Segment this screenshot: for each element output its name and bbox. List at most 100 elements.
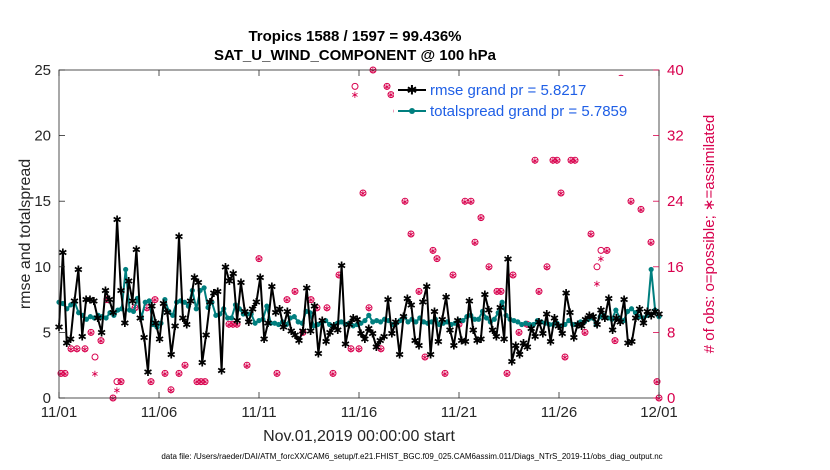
rmse-point: ✱ bbox=[70, 295, 79, 308]
totalspread-point bbox=[338, 319, 344, 325]
rmse-point: ✱ bbox=[380, 330, 389, 343]
rmse-point: ✱ bbox=[275, 303, 284, 316]
totalspread-point bbox=[519, 321, 525, 328]
obs-assimilated-point: ∗ bbox=[243, 361, 251, 372]
obs-possible-point bbox=[449, 271, 457, 279]
totalspread-point bbox=[613, 307, 619, 313]
rmse-point: ✱ bbox=[221, 261, 230, 274]
rmse-point: ✱ bbox=[561, 287, 570, 300]
rmse-point: ✱ bbox=[225, 275, 234, 288]
totalspread-point bbox=[264, 303, 270, 309]
rmse-point: ✱ bbox=[592, 319, 601, 332]
rmse-point: ✱ bbox=[256, 271, 265, 284]
rmse-point: ✱ bbox=[89, 295, 98, 308]
rmse-point: ✱ bbox=[554, 320, 563, 333]
obs-assimilated-point: ∗ bbox=[627, 197, 635, 208]
obs-possible-point bbox=[429, 246, 437, 254]
rmse-point: ✱ bbox=[651, 305, 660, 318]
rmse-point: ✱ bbox=[93, 312, 102, 325]
rmse-point: ✱ bbox=[438, 313, 447, 326]
obs-possible-point bbox=[471, 238, 479, 246]
rmse-point: ✱ bbox=[511, 340, 520, 353]
legend-box bbox=[394, 76, 656, 120]
totalspread-point bbox=[515, 319, 521, 325]
obs-possible-point bbox=[441, 369, 449, 377]
rmse-point: ✱ bbox=[314, 347, 323, 360]
rmse-point: ✱ bbox=[306, 325, 315, 338]
totalspread-point bbox=[362, 317, 368, 324]
obs-possible-point bbox=[581, 328, 589, 336]
rmse-point: ✱ bbox=[631, 312, 640, 325]
rmse-point: ✱ bbox=[352, 313, 361, 326]
rmse-point: ✱ bbox=[287, 325, 296, 338]
obs-assimilated-point: ∗ bbox=[335, 271, 343, 282]
obs-assimilated-point: ∗ bbox=[503, 369, 511, 380]
obs-assimilated-point: ∗ bbox=[497, 287, 505, 298]
obs-assimilated-point: ∗ bbox=[355, 344, 363, 355]
rmse-line bbox=[58, 218, 660, 373]
obs-possible-point bbox=[243, 361, 251, 369]
x-tick-label: 11/21 bbox=[441, 404, 477, 421]
y-tick-label: 0 bbox=[43, 390, 51, 407]
rmse-point: ✱ bbox=[399, 311, 408, 324]
obs-assimilated-point: ∗ bbox=[161, 369, 169, 380]
totalspread-point bbox=[370, 319, 376, 325]
totalspread-point bbox=[648, 266, 654, 273]
rmse-point: ✱ bbox=[476, 333, 485, 346]
obs-assimilated-point: ∗ bbox=[97, 336, 105, 347]
y-tick-label: 5 bbox=[43, 324, 51, 341]
legend-totalspread-label: totalspread grand pr = 5.7859 bbox=[430, 103, 627, 120]
rmse-point: ✱ bbox=[612, 312, 621, 325]
obs-possible-point bbox=[535, 287, 543, 295]
rmse-series: ✱✱✱✱✱✱✱✱✱✱✱✱✱✱✱✱✱✱✱✱✱✱✱✱✱✱✱✱✱✱✱✱✱✱✱✱✱✱✱✱… bbox=[54, 214, 663, 379]
y-right-tick-label: 40 bbox=[667, 62, 684, 79]
rmse-point: ✱ bbox=[151, 317, 160, 330]
rmse-point: ✱ bbox=[159, 298, 168, 311]
obs-possible-point bbox=[561, 353, 569, 361]
rmse-point: ✱ bbox=[457, 334, 466, 347]
totalspread-point bbox=[272, 320, 278, 326]
rmse-point: ✱ bbox=[453, 315, 462, 328]
obs-possible-point bbox=[407, 230, 415, 238]
obs-assimilated-point: ∗ bbox=[515, 328, 523, 339]
rmse-point: ✱ bbox=[186, 295, 195, 308]
rmse-point: ✱ bbox=[62, 337, 71, 350]
obs-assimilated-point: ∗ bbox=[61, 369, 69, 380]
obs-assimilated-point: ∗ bbox=[401, 197, 409, 208]
obs-assimilated-point: ∗ bbox=[377, 344, 385, 355]
rmse-point: ✱ bbox=[527, 322, 536, 335]
obs-assimilated-point: ∗ bbox=[347, 344, 355, 355]
rmse-point: ✱ bbox=[492, 330, 501, 343]
obs-assimilated-point: ∗ bbox=[477, 213, 485, 224]
obs-assimilated-point: ∗ bbox=[653, 377, 661, 388]
rmse-point: ✱ bbox=[364, 322, 373, 335]
obs-possible-point bbox=[549, 156, 557, 164]
totalspread-point bbox=[170, 312, 176, 318]
rmse-point: ✱ bbox=[244, 316, 253, 329]
rmse-point: ✱ bbox=[403, 292, 412, 305]
rmse-point: ✱ bbox=[271, 307, 280, 320]
obs-possible-point bbox=[531, 156, 539, 164]
totalspread-point bbox=[68, 302, 74, 308]
obs-possible-point bbox=[493, 287, 501, 295]
totalspread-point bbox=[256, 317, 262, 324]
rmse-point: ✱ bbox=[414, 340, 423, 353]
totalspread-point bbox=[123, 266, 129, 273]
obs-possible-point bbox=[433, 255, 441, 263]
rmse-point: ✱ bbox=[515, 349, 524, 362]
rmse-point: ✱ bbox=[240, 305, 249, 318]
rmse-point: ✱ bbox=[434, 336, 443, 349]
obs-possible-point bbox=[91, 353, 99, 361]
totalspread-point bbox=[530, 321, 537, 328]
rmse-point: ✱ bbox=[623, 337, 632, 350]
obs-assimilated-point: ∗ bbox=[655, 394, 663, 405]
obs-possible-point bbox=[97, 337, 105, 345]
obs-possible-point bbox=[113, 378, 121, 386]
totalspread-point bbox=[476, 316, 482, 322]
obs-possible-point bbox=[355, 345, 363, 353]
y-tick-label: 20 bbox=[34, 128, 51, 145]
obs-possible-point bbox=[467, 197, 475, 205]
rmse-point: ✱ bbox=[128, 295, 137, 308]
obs-assimilated-point: ∗ bbox=[201, 377, 209, 388]
rmse-point: ✱ bbox=[236, 277, 245, 290]
